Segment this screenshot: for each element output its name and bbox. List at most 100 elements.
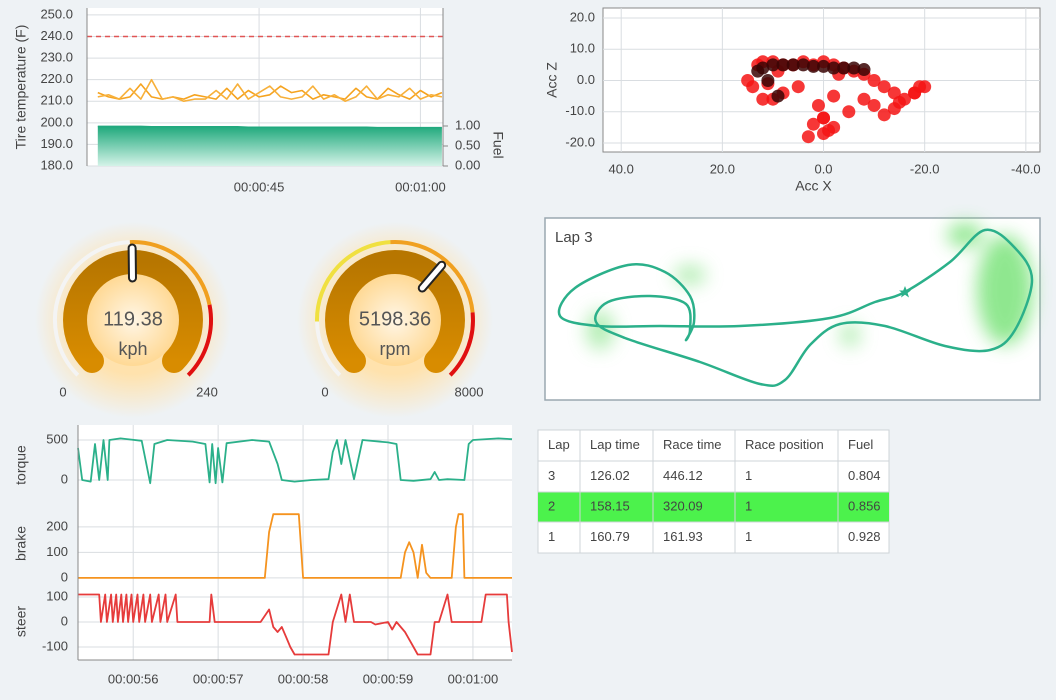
table-cell: 446.12 xyxy=(663,468,703,483)
gauge-face xyxy=(349,274,441,366)
scatter-point xyxy=(756,92,770,106)
table-cell: 158.15 xyxy=(590,498,630,513)
fuel-area xyxy=(97,126,442,166)
track-line xyxy=(557,228,1034,388)
x-tick-label: 00:01:00 xyxy=(448,671,499,686)
gauge-min: 0 xyxy=(321,384,328,399)
x-tick-label: 00:00:56 xyxy=(108,671,159,686)
table-cell: 2 xyxy=(548,498,555,513)
scatter-point xyxy=(806,117,820,131)
x-axis-label: Acc X xyxy=(795,178,832,194)
column-header: Fuel xyxy=(848,437,873,452)
gauge-min: 0 xyxy=(59,384,66,399)
signal-line xyxy=(78,593,513,656)
gauge-value: 5198.36 xyxy=(359,308,431,330)
x-tick-label: -20.0 xyxy=(910,161,940,176)
gauge-band xyxy=(129,240,212,306)
column-header: Race time xyxy=(663,437,722,452)
y2-axis-label: Fuel xyxy=(490,131,506,158)
scatter-point xyxy=(817,111,831,125)
scatter-point xyxy=(847,61,861,75)
x-tick-label: 00:00:58 xyxy=(278,671,329,686)
table-cell: 126.02 xyxy=(590,468,630,483)
x-tick-label: 00:00:59 xyxy=(363,671,414,686)
y-tick-label: 250.0 xyxy=(40,6,73,21)
y-tick-label: -20.0 xyxy=(565,134,595,149)
gauge-ring xyxy=(325,249,465,373)
scatter-point xyxy=(817,59,831,73)
y-tick-label: 0 xyxy=(61,569,68,584)
scatter-point xyxy=(842,105,856,119)
x-tick-label: 20.0 xyxy=(710,161,735,176)
plot-area xyxy=(78,425,512,660)
scatter-point xyxy=(756,61,770,75)
scatter-point xyxy=(786,58,800,72)
scatter-point xyxy=(857,92,871,106)
table-cell: 3 xyxy=(548,468,555,483)
y-tick-label: 100 xyxy=(46,588,68,603)
scatter-point xyxy=(908,86,922,100)
gauge-band xyxy=(315,321,342,377)
signal-line xyxy=(77,437,513,485)
scatter-point xyxy=(867,73,881,87)
scatter-point xyxy=(796,58,810,72)
column-header: Lap time xyxy=(590,437,640,452)
y2-tick-label: 0.00 xyxy=(455,157,480,172)
scatter-point xyxy=(741,73,755,87)
scatter-point xyxy=(867,98,881,112)
track-map: Lap 3 xyxy=(544,217,1041,401)
table-cell: 0.928 xyxy=(848,529,881,544)
fuel-line xyxy=(97,125,442,129)
y-tick-label: -10.0 xyxy=(565,103,595,118)
panel-label: torque xyxy=(13,445,29,485)
y-axis-label: Tire temperature (F) xyxy=(13,25,29,150)
y-tick-label: 10.0 xyxy=(570,41,595,56)
scatter-point xyxy=(801,130,815,144)
y-axis-label: Acc Z xyxy=(544,62,560,98)
y-tick-label: 200.0 xyxy=(40,114,73,129)
scatter-point xyxy=(806,59,820,73)
y-tick-label: 0 xyxy=(61,613,68,628)
track-title: Lap 3 xyxy=(555,229,593,246)
scatter-point xyxy=(887,102,901,116)
y-tick-label: 230.0 xyxy=(40,50,73,65)
signal-line xyxy=(78,513,512,579)
x-tick-label: 00:00:45 xyxy=(234,179,285,194)
table-cell: 1 xyxy=(745,468,752,483)
tire-temp-line xyxy=(97,83,443,100)
column-header: Lap xyxy=(548,437,570,452)
y-tick-label: 100 xyxy=(46,544,68,559)
gauge-band xyxy=(390,240,475,313)
y-tick-label: 220.0 xyxy=(40,71,73,86)
scatter-point xyxy=(918,80,932,94)
x-tick-label: 00:01:00 xyxy=(395,179,446,194)
start-marker xyxy=(899,286,911,298)
scatter-point xyxy=(837,61,851,75)
scatter-point xyxy=(791,80,805,94)
table-cell: 0.804 xyxy=(848,468,881,483)
table-cell: 320.09 xyxy=(663,498,703,513)
y-tick-label: 190.0 xyxy=(40,136,73,151)
x-tick-label: 40.0 xyxy=(609,161,634,176)
y-tick-label: 20.0 xyxy=(570,9,595,24)
scatter-point xyxy=(857,63,871,77)
column-header: Race position xyxy=(745,437,824,452)
scatter-point xyxy=(827,89,841,103)
y-tick-label: 240.0 xyxy=(40,28,73,43)
y-tick-label: -100 xyxy=(42,638,68,653)
selected-row xyxy=(538,492,889,522)
scatter-point xyxy=(776,58,790,72)
table-cell: 1 xyxy=(745,529,752,544)
gauge-band xyxy=(314,240,391,322)
x-tick-label: 0.0 xyxy=(814,161,832,176)
table-cell: 161.93 xyxy=(663,529,703,544)
table-cell: 160.79 xyxy=(590,529,630,544)
gauge-band xyxy=(53,240,130,377)
y-tick-label: 500 xyxy=(46,431,68,446)
scatter-point xyxy=(877,108,891,122)
y-tick-label: 0.0 xyxy=(577,72,595,87)
track-glow xyxy=(586,223,1033,350)
gauge-band xyxy=(448,312,475,377)
